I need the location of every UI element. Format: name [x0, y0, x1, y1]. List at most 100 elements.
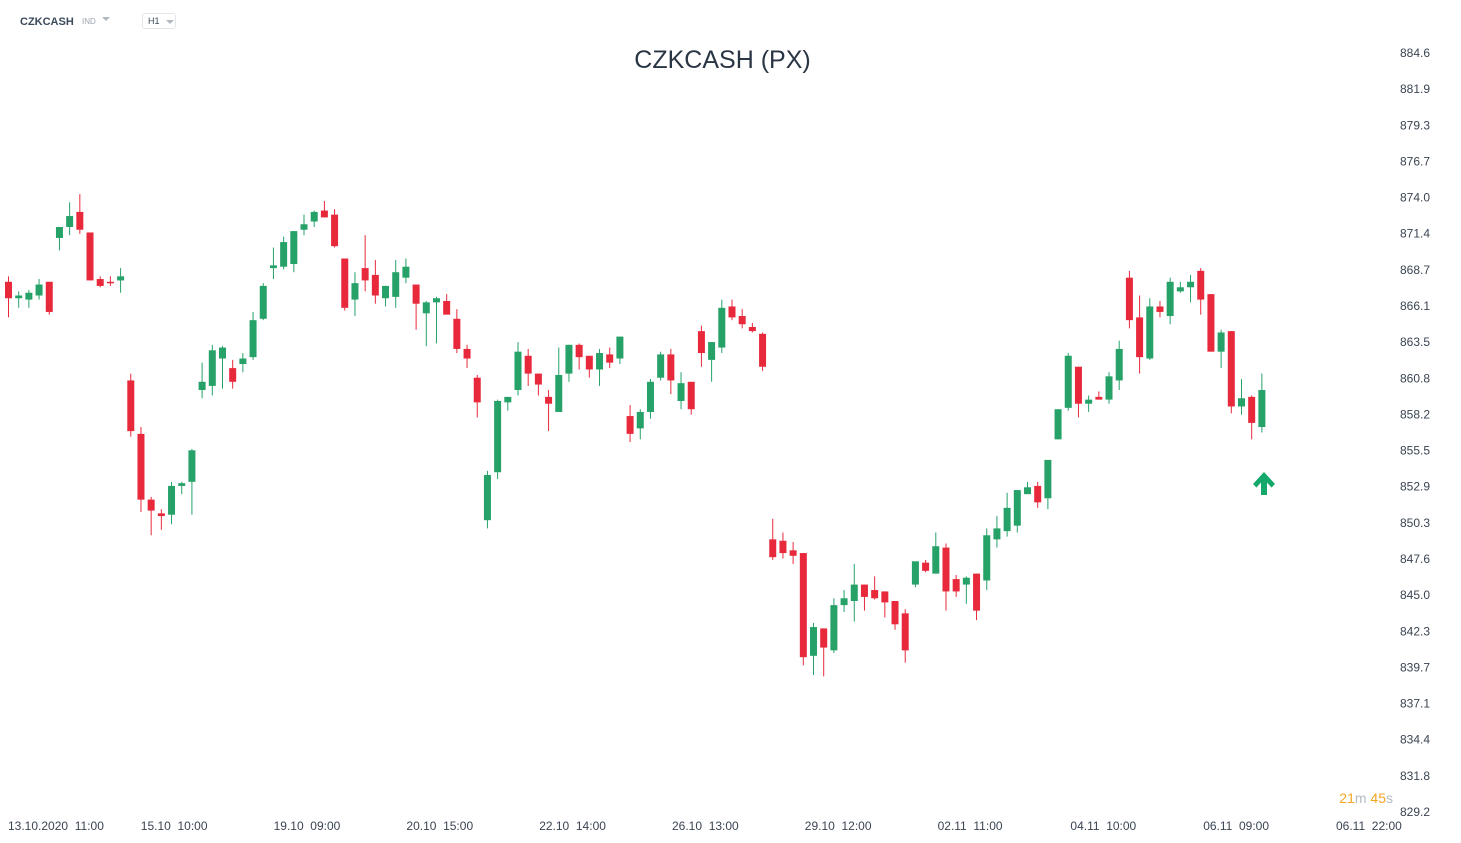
candle[interactable]: [932, 532, 940, 574]
candle[interactable]: [820, 628, 828, 677]
chevron-down-icon[interactable]: [102, 17, 110, 21]
candle[interactable]: [1187, 274, 1195, 303]
candle[interactable]: [371, 259, 379, 304]
candle[interactable]: [300, 214, 308, 236]
candle[interactable]: [1197, 268, 1205, 315]
candle[interactable]: [1248, 395, 1256, 440]
candle[interactable]: [1176, 281, 1184, 293]
candle[interactable]: [962, 576, 970, 604]
candle[interactable]: [973, 573, 981, 621]
candle[interactable]: [677, 372, 685, 410]
candle[interactable]: [922, 559, 930, 573]
candle[interactable]: [606, 347, 614, 369]
candle[interactable]: [249, 311, 257, 360]
candle[interactable]: [259, 283, 267, 321]
candle[interactable]: [993, 516, 1001, 548]
candle[interactable]: [646, 379, 654, 419]
candle[interactable]: [779, 532, 787, 559]
candle[interactable]: [66, 202, 74, 236]
candle[interactable]: [290, 231, 298, 273]
candle[interactable]: [1003, 492, 1011, 537]
candle[interactable]: [208, 344, 216, 396]
candle[interactable]: [453, 309, 461, 354]
candle[interactable]: [891, 601, 899, 630]
candle[interactable]: [575, 343, 583, 370]
candle[interactable]: [331, 209, 339, 248]
candle[interactable]: [769, 518, 777, 560]
candle[interactable]: [86, 232, 94, 281]
candle[interactable]: [860, 584, 868, 611]
candle[interactable]: [1105, 372, 1113, 404]
candle[interactable]: [952, 574, 960, 597]
candle[interactable]: [15, 291, 23, 308]
candle[interactable]: [392, 259, 400, 308]
candle[interactable]: [1074, 366, 1082, 418]
candle[interactable]: [76, 194, 84, 234]
candle[interactable]: [106, 276, 114, 286]
candle[interactable]: [382, 285, 390, 307]
candle[interactable]: [412, 284, 420, 330]
candle[interactable]: [545, 390, 553, 432]
candle[interactable]: [697, 325, 705, 367]
candle[interactable]: [504, 396, 512, 411]
candle[interactable]: [1166, 277, 1174, 325]
candle[interactable]: [137, 427, 145, 512]
candle[interactable]: [738, 309, 746, 329]
candle[interactable]: [5, 276, 12, 318]
candle[interactable]: [239, 353, 247, 373]
candle[interactable]: [585, 355, 593, 378]
candle[interactable]: [1156, 300, 1164, 318]
candle[interactable]: [463, 344, 471, 369]
candle[interactable]: [636, 409, 644, 440]
candle[interactable]: [117, 268, 125, 293]
candle[interactable]: [443, 294, 451, 315]
candle[interactable]: [850, 564, 858, 622]
candle[interactable]: [320, 200, 328, 218]
candle[interactable]: [432, 296, 440, 344]
candle[interactable]: [1024, 481, 1031, 495]
candle[interactable]: [789, 542, 797, 565]
candle[interactable]: [524, 348, 532, 386]
candle[interactable]: [1227, 331, 1235, 414]
candle[interactable]: [759, 332, 767, 371]
candle[interactable]: [901, 609, 909, 663]
candle[interactable]: [1136, 295, 1144, 374]
candle[interactable]: [341, 258, 349, 311]
candle[interactable]: [402, 258, 410, 284]
candle[interactable]: [1207, 294, 1215, 352]
candle[interactable]: [555, 347, 563, 412]
candle[interactable]: [718, 299, 726, 354]
candle[interactable]: [218, 346, 226, 389]
symbol-label[interactable]: CZKCASH: [20, 16, 74, 28]
candle[interactable]: [840, 590, 848, 612]
candle[interactable]: [626, 405, 634, 443]
candle[interactable]: [422, 300, 430, 347]
candle[interactable]: [229, 359, 237, 389]
candle[interactable]: [168, 481, 176, 525]
candle[interactable]: [157, 509, 165, 530]
candle[interactable]: [1258, 373, 1266, 433]
candle[interactable]: [1095, 391, 1103, 400]
candle[interactable]: [911, 561, 919, 588]
candle[interactable]: [1044, 459, 1052, 510]
candle[interactable]: [1217, 329, 1225, 369]
candle[interactable]: [871, 576, 879, 600]
candle[interactable]: [1237, 379, 1245, 415]
candle[interactable]: [748, 322, 756, 333]
candle[interactable]: [178, 481, 186, 495]
timeframe-select[interactable]: H1: [142, 13, 176, 29]
candle[interactable]: [198, 362, 206, 399]
candle[interactable]: [657, 351, 665, 381]
candle[interactable]: [1125, 270, 1133, 329]
candle[interactable]: [534, 373, 542, 396]
candle[interactable]: [514, 342, 522, 396]
candle[interactable]: [728, 299, 736, 321]
candle[interactable]: [310, 210, 318, 227]
candle[interactable]: [1054, 409, 1062, 440]
candle[interactable]: [810, 622, 818, 675]
candle[interactable]: [45, 281, 53, 315]
candle[interactable]: [1013, 490, 1021, 533]
candle[interactable]: [881, 591, 889, 618]
candle[interactable]: [687, 381, 695, 415]
